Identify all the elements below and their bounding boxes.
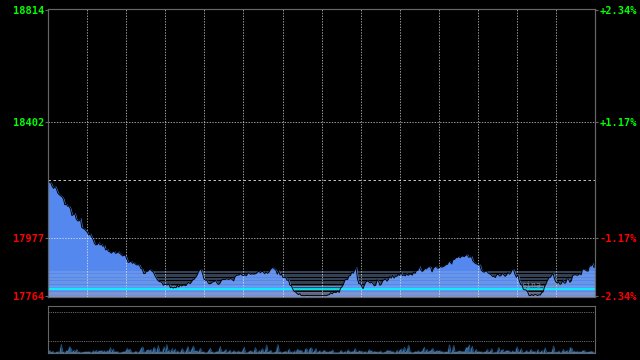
Text: sina.com: sina.com (522, 282, 561, 291)
